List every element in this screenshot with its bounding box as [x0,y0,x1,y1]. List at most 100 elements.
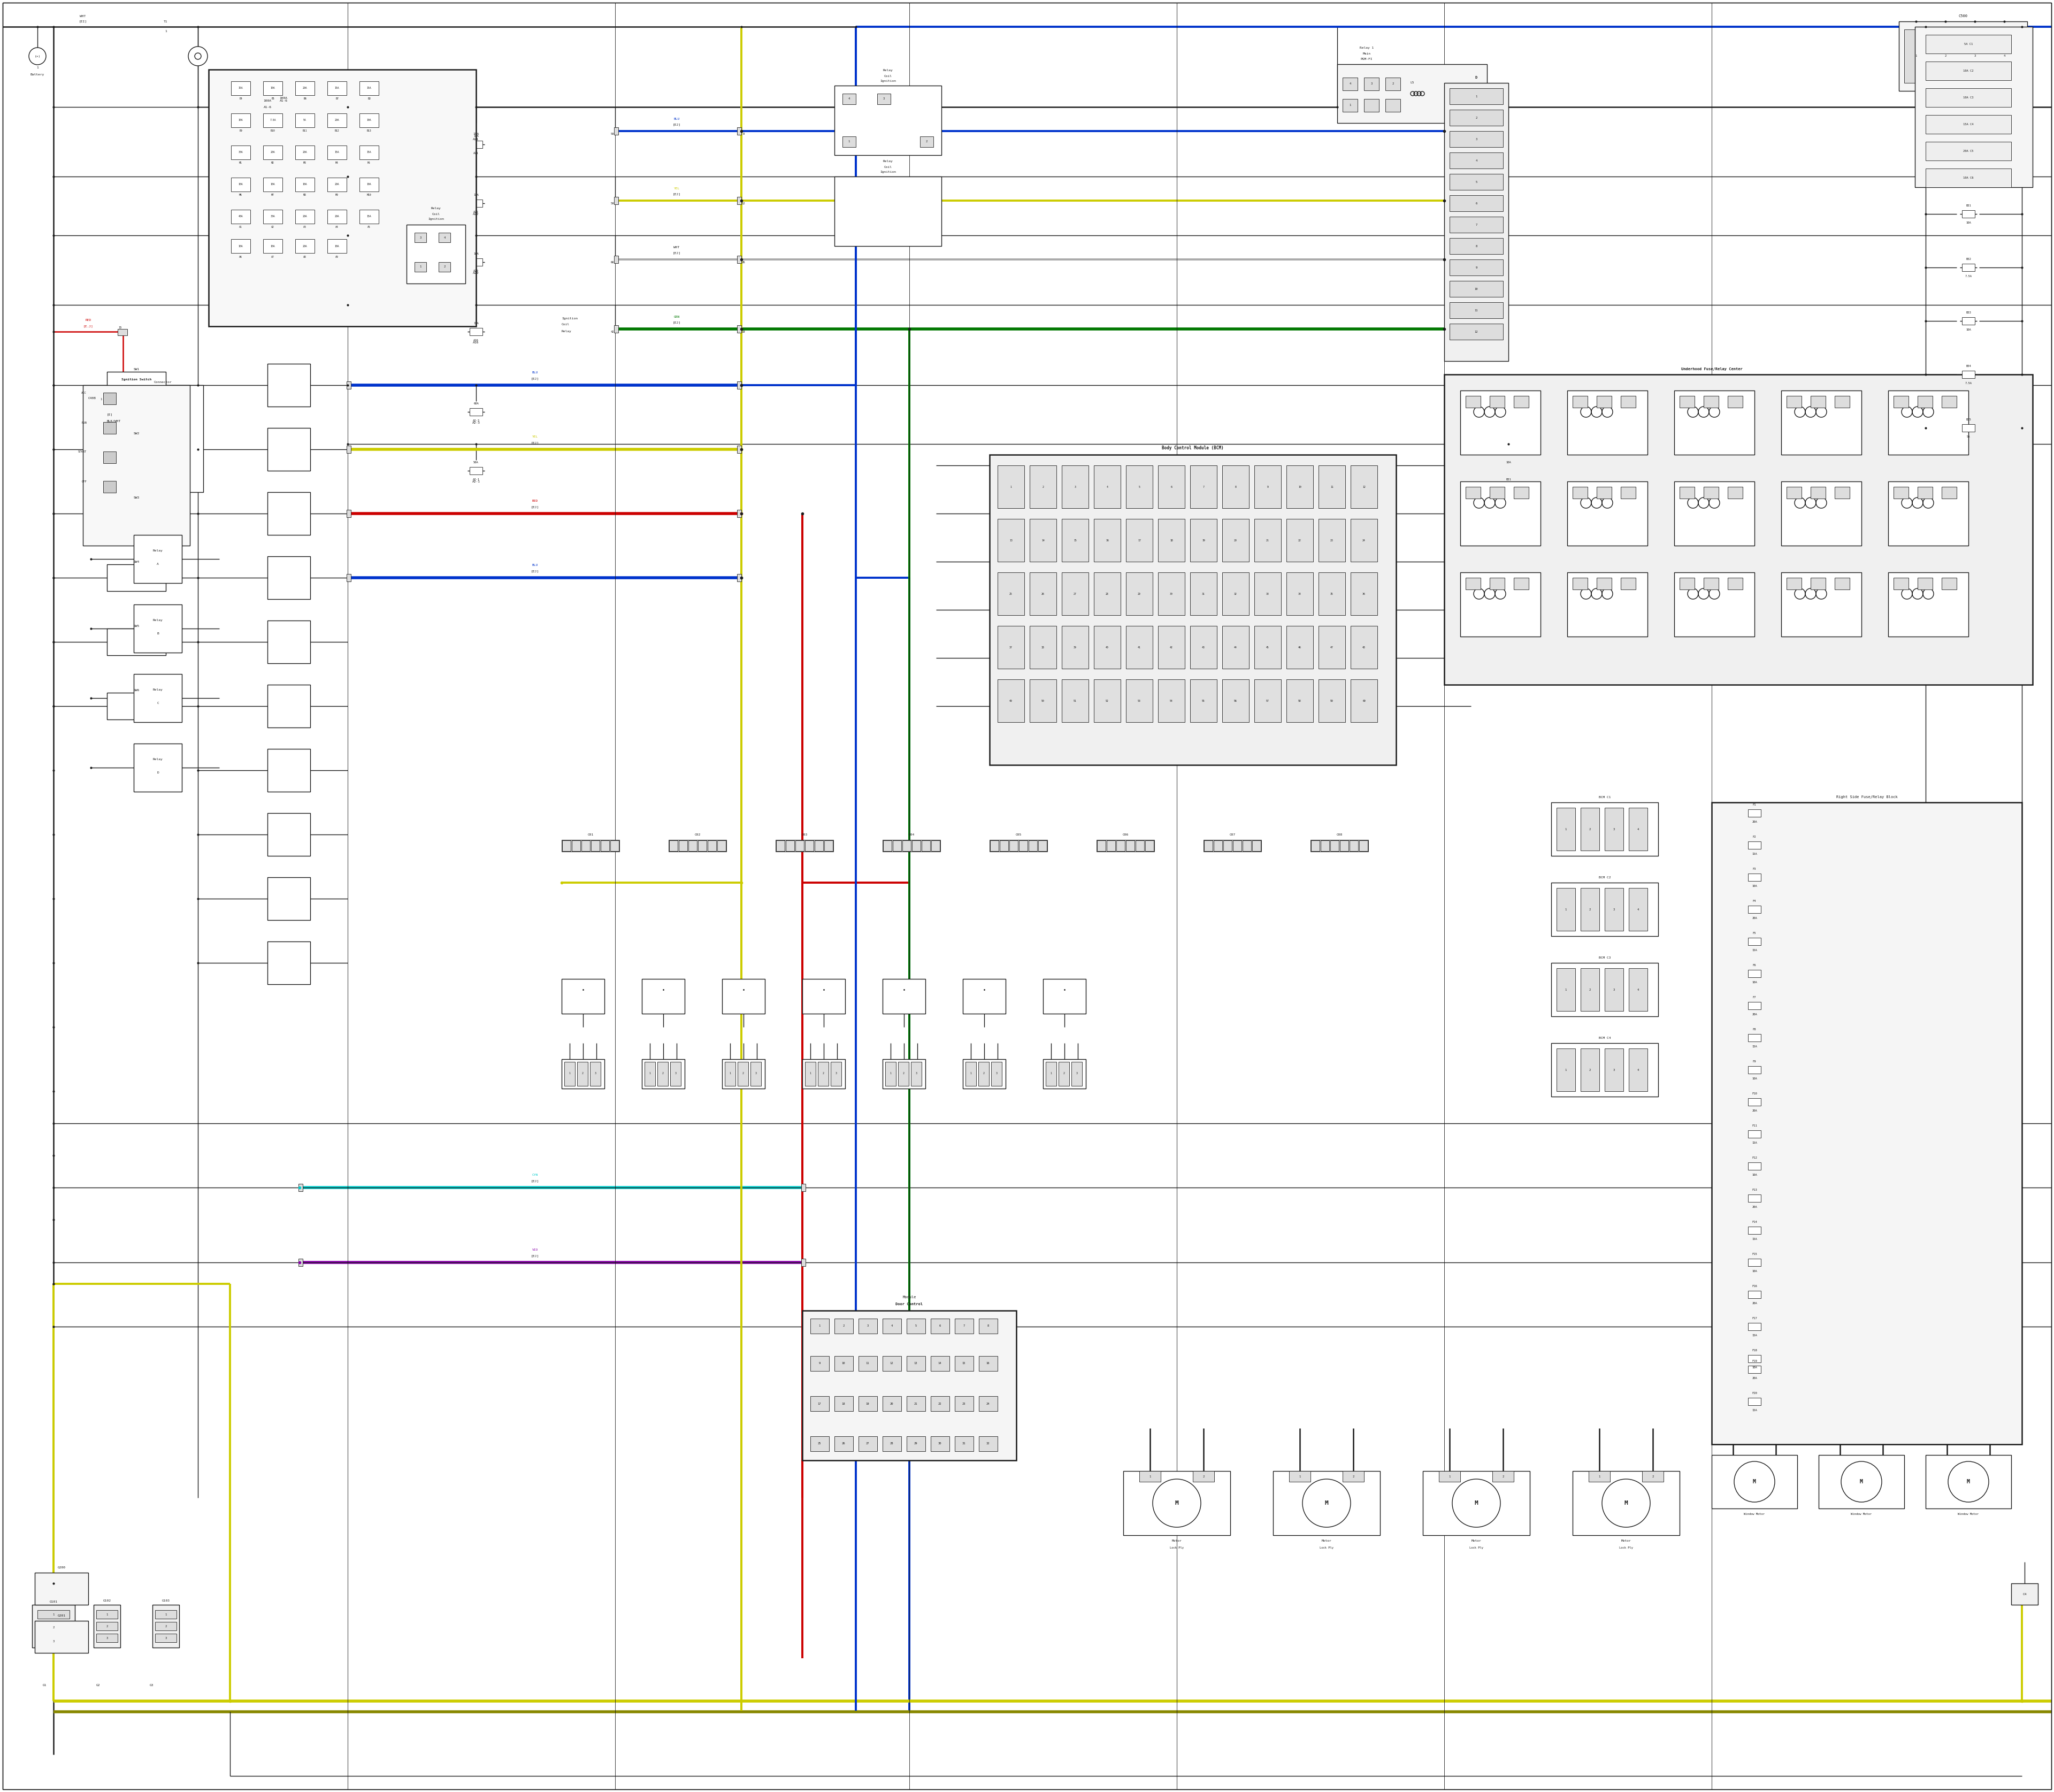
Bar [641,978,684,1014]
Bar [1286,572,1313,615]
Text: 20: 20 [889,1403,893,1405]
Text: Ignition Switch: Ignition Switch [121,378,152,382]
Bar [470,199,483,208]
Text: Relay: Relay [152,620,162,622]
Bar [1787,396,1801,407]
Bar [1337,65,1487,124]
Bar [561,1059,604,1088]
Bar [1126,625,1152,668]
Text: 17: 17 [817,1403,822,1405]
Bar [347,573,351,581]
Text: 34: 34 [1298,593,1302,595]
Circle shape [1947,1462,1988,1502]
Bar [267,556,310,599]
Bar [978,1063,990,1086]
Circle shape [1602,1478,1649,1527]
Bar [1095,625,1121,668]
Bar [1962,317,1974,324]
Text: [E]: [E] [107,414,113,416]
Bar [1450,195,1504,211]
Bar [1834,396,1851,407]
Text: 25: 25 [817,1443,822,1444]
Text: 27: 27 [867,1443,869,1444]
Bar [134,674,183,722]
Bar [670,1063,682,1086]
Text: F15: F15 [1752,1253,1756,1254]
Bar [1703,396,1719,407]
Text: Relay: Relay [152,550,162,552]
Text: [EJ]: [EJ] [672,251,680,254]
Bar [298,1185,302,1192]
Text: 5A C1: 5A C1 [1964,43,1972,45]
Bar [1450,324,1504,340]
Text: A29: A29 [474,269,479,272]
Text: A1: A1 [238,226,242,229]
Bar [107,371,166,398]
Circle shape [283,104,288,109]
Text: B31: B31 [1506,478,1512,480]
Text: 16: 16 [1105,539,1109,541]
Text: 47: 47 [1331,645,1333,649]
Text: 66: 66 [610,262,614,263]
Text: F18: F18 [1752,1349,1756,1351]
Bar [1489,487,1506,498]
Text: A2-3: A2-3 [472,421,481,425]
Text: [EJ]: [EJ] [530,1254,538,1258]
Text: 12: 12 [889,1362,893,1366]
Text: RUN: RUN [82,421,86,425]
Bar [1927,115,2011,134]
Text: B7: B7 [335,97,339,100]
Bar [1787,577,1801,590]
Bar [698,840,707,851]
Text: 15A C4: 15A C4 [1964,124,1974,125]
Bar [980,1396,998,1410]
Text: A6: A6 [238,256,242,258]
Bar [998,572,1025,615]
Bar [347,382,351,389]
Bar [230,113,251,127]
Bar [963,1059,1006,1088]
Bar [1781,391,1861,455]
Bar [1748,1366,1760,1373]
Text: F20: F20 [1752,1392,1756,1394]
Bar [1927,1455,2011,1509]
Bar [922,840,930,851]
Bar [1115,840,1126,851]
Text: M10: M10 [368,194,372,197]
Bar [327,210,347,224]
Text: 10A: 10A [1752,1174,1756,1176]
Text: 43: 43 [1202,645,1206,649]
Bar [610,840,618,851]
Text: 49: 49 [1009,699,1013,702]
Bar [1319,625,1345,668]
Bar [347,509,351,518]
Bar [990,840,998,851]
Bar [1158,520,1185,561]
Text: Lock Ply: Lock Ply [1469,1546,1483,1548]
Bar [1310,840,1368,851]
Bar [883,1059,926,1088]
Text: Coil: Coil [431,213,440,215]
Text: A16: A16 [472,340,479,344]
Bar [1621,577,1635,590]
Bar [561,840,620,851]
Bar [1352,466,1378,509]
Text: 46: 46 [1298,645,1302,649]
Text: (+): (+) [35,56,41,57]
Bar [1319,679,1345,722]
Text: F11: F11 [1752,1124,1756,1127]
Text: 10A: 10A [368,118,372,122]
Bar [267,428,310,471]
Bar [1043,1059,1087,1088]
Bar [776,840,834,851]
Text: C07: C07 [1230,833,1234,835]
Bar [737,382,741,389]
Bar [1703,577,1719,590]
Bar [1604,968,1623,1011]
Bar [1894,396,1908,407]
Bar [35,1573,88,1606]
Text: C04: C04 [908,833,914,835]
Circle shape [29,48,45,65]
Text: B8: B8 [368,97,370,100]
Bar [805,1063,815,1086]
